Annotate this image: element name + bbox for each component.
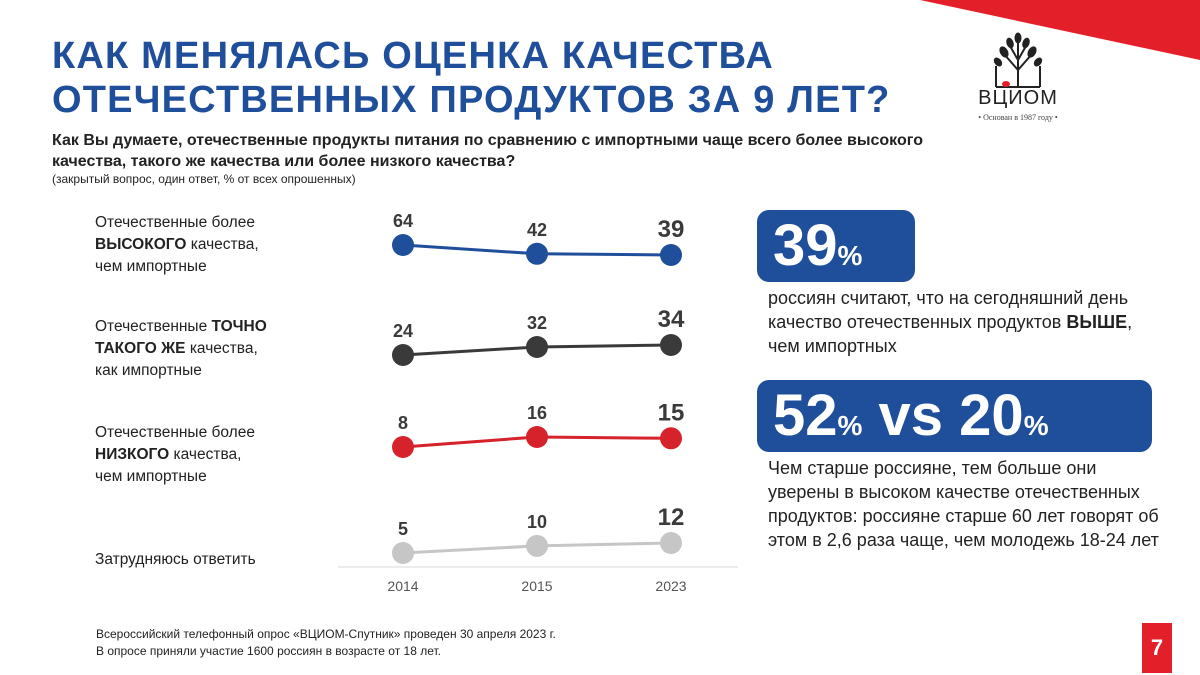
data-point-s4-2015 <box>526 534 548 557</box>
data-label-s4-2023: 12 <box>658 504 685 531</box>
callout-39-text: россиян считают, что на сегодняшний день… <box>768 288 1133 356</box>
row-label-lower: Отечественные более НИЗКОГО качества, че… <box>95 424 255 485</box>
data-label-s4-2015: 10 <box>527 512 547 532</box>
data-point-s2-2023 <box>660 334 682 356</box>
data-point-s3-2023 <box>660 427 682 450</box>
data-point-s1-2015 <box>526 242 548 265</box>
callout-52-vs-20-text: Чем старше россияне, тем больше они увер… <box>768 458 1159 550</box>
data-label-s2-2015: 32 <box>527 313 547 333</box>
callout-52-vs-20-box: 52% vs 20% <box>757 380 1152 452</box>
callout-39-percent: % <box>837 240 863 271</box>
data-label-s2-2014: 24 <box>393 321 413 341</box>
callout-52-value: 52 <box>773 383 838 448</box>
callout-vs: vs <box>862 383 960 448</box>
footnote: Всероссийский телефонный опрос «ВЦИОМ-Сп… <box>96 627 556 658</box>
logo-tagline: • Основан в 1987 году • <box>978 113 1058 122</box>
callout-39-box: 39% <box>757 210 915 282</box>
data-point-s4-2023 <box>660 532 682 554</box>
data-label-s1-2023: 39 <box>658 216 685 243</box>
data-label-s3-2015: 16 <box>527 403 547 423</box>
data-label-s3-2023: 15 <box>658 399 685 426</box>
callout-20-value: 20 <box>959 383 1024 448</box>
logo-name: ВЦИОМ <box>978 87 1058 109</box>
data-label-s2-2023: 34 <box>658 306 685 333</box>
corner-accent <box>920 0 1200 60</box>
page-title-line2: ОТЕЧЕСТВЕННЫХ ПРОДУКТОВ ЗА 9 ЛЕТ? <box>52 79 891 121</box>
data-point-s4-2014 <box>392 542 414 564</box>
page-number: 7 <box>1142 623 1172 673</box>
vciom-tree-logo-icon <box>993 32 1043 88</box>
data-point-s3-2015 <box>526 426 548 448</box>
page-title: КАК МЕНЯЛАСЬ ОЦЕНКА КАЧЕСТВА ОТЕЧЕСТВЕНН… <box>52 34 891 122</box>
row-label-unsure: Затрудняюсь ответить <box>95 551 256 568</box>
trend-line-chart: 64 42 39 24 32 34 8 16 15 5 10 12 2014 2015 2023 <box>338 211 738 594</box>
data-label-s1-2015: 42 <box>527 220 547 240</box>
x-tick-label-2015: 2015 <box>521 578 552 594</box>
callout-39-value: 39 <box>773 213 838 278</box>
data-point-s1-2023 <box>660 244 682 266</box>
data-point-s1-2014 <box>392 234 414 256</box>
data-point-s2-2015 <box>526 336 548 358</box>
survey-question-note: (закрытый вопрос, один ответ, % от всех … <box>52 172 356 186</box>
row-label-same: Отечественные ТОЧНО ТАКОГО ЖЕ качества, … <box>95 318 267 379</box>
row-label-higher: Отечественные более ВЫСОКОГО качества, ч… <box>95 214 259 275</box>
page-title-line1: КАК МЕНЯЛАСЬ ОЦЕНКА КАЧЕСТВА <box>52 35 774 77</box>
survey-question: Как Вы думаете, отечественные продукты п… <box>52 132 923 170</box>
data-label-s1-2014: 64 <box>393 211 413 231</box>
data-point-s3-2014 <box>392 436 414 458</box>
x-tick-label-2023: 2023 <box>655 578 686 594</box>
x-tick-label-2014: 2014 <box>387 578 418 594</box>
data-label-s4-2014: 5 <box>398 519 408 539</box>
data-point-s2-2014 <box>392 344 414 366</box>
data-label-s3-2014: 8 <box>398 413 408 433</box>
